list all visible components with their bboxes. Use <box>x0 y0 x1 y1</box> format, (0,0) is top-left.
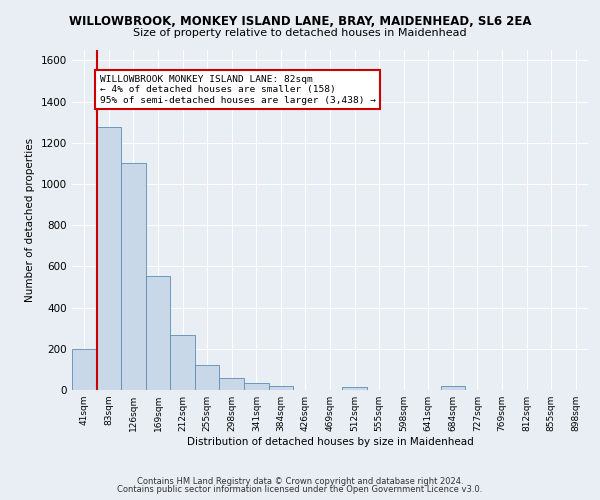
Bar <box>121 164 146 390</box>
Text: Contains HM Land Registry data © Crown copyright and database right 2024.: Contains HM Land Registry data © Crown c… <box>137 477 463 486</box>
X-axis label: Distribution of detached houses by size in Maidenhead: Distribution of detached houses by size … <box>187 437 473 447</box>
Bar <box>195 366 220 390</box>
Bar <box>146 276 170 390</box>
Bar <box>170 336 195 390</box>
Bar <box>269 386 293 390</box>
Bar <box>342 387 367 390</box>
Bar <box>440 386 465 390</box>
Bar <box>97 128 121 390</box>
Text: WILLOWBROOK, MONKEY ISLAND LANE, BRAY, MAIDENHEAD, SL6 2EA: WILLOWBROOK, MONKEY ISLAND LANE, BRAY, M… <box>69 15 531 28</box>
Text: Size of property relative to detached houses in Maidenhead: Size of property relative to detached ho… <box>133 28 467 38</box>
Y-axis label: Number of detached properties: Number of detached properties <box>25 138 35 302</box>
Bar <box>72 349 97 390</box>
Text: Contains public sector information licensed under the Open Government Licence v3: Contains public sector information licen… <box>118 485 482 494</box>
Bar <box>220 378 244 390</box>
Bar <box>244 383 269 390</box>
Text: WILLOWBROOK MONKEY ISLAND LANE: 82sqm
← 4% of detached houses are smaller (158)
: WILLOWBROOK MONKEY ISLAND LANE: 82sqm ← … <box>100 74 376 104</box>
